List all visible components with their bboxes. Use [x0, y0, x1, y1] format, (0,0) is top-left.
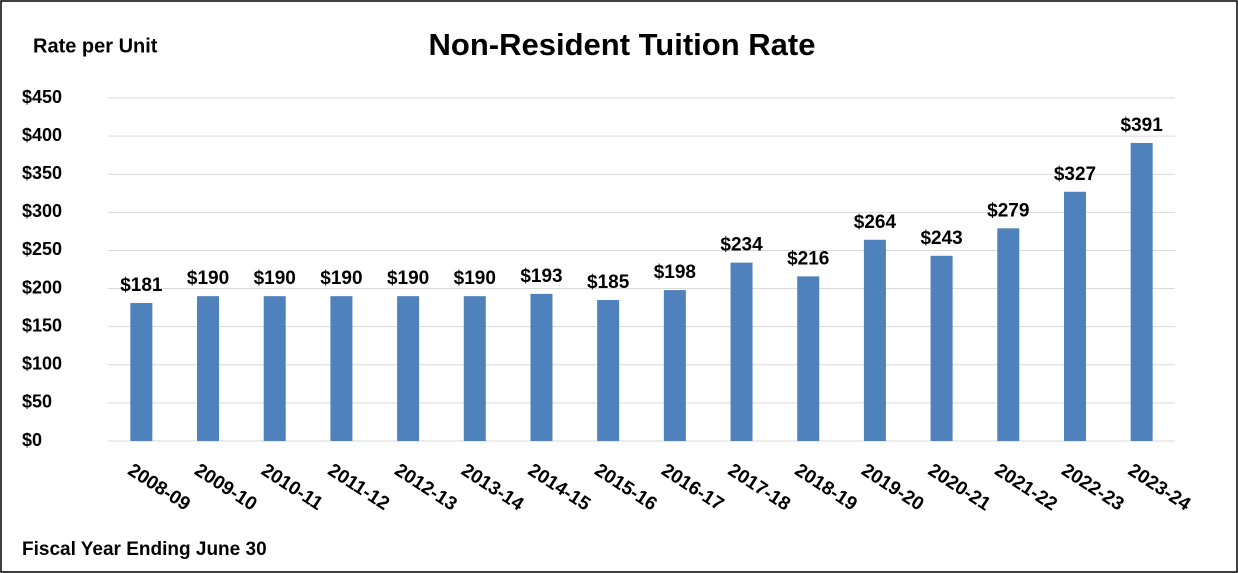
y-tick-label: $250: [22, 239, 62, 259]
bar: [597, 299, 620, 441]
value-label: $216: [787, 248, 829, 269]
bar: [530, 293, 553, 441]
value-label: $185: [587, 272, 630, 293]
bar: [330, 296, 353, 441]
y-tick-label: $100: [22, 354, 62, 374]
x-axis-title: Fiscal Year Ending June 30: [22, 539, 267, 560]
value-label: $327: [1054, 164, 1096, 185]
value-label: $193: [520, 266, 562, 287]
bar: [730, 262, 753, 441]
chart-title: Non-Resident Tuition Rate: [429, 27, 816, 62]
bar: [197, 296, 220, 441]
bar: [930, 255, 953, 441]
value-label: $234: [720, 235, 763, 256]
bar: [863, 239, 886, 441]
value-label: $181: [120, 275, 163, 296]
bar: [797, 276, 820, 441]
y-tick-label: $50: [22, 392, 52, 412]
value-label: $243: [920, 228, 962, 249]
y-tick-label: $0: [22, 430, 42, 450]
value-label: $190: [387, 268, 429, 289]
value-label: $190: [254, 268, 296, 289]
y-axis-title: Rate per Unit: [33, 35, 158, 57]
value-label: $264: [854, 212, 897, 233]
y-tick-label: $400: [22, 125, 62, 145]
y-tick-label: $300: [22, 201, 62, 221]
bar: [1063, 191, 1086, 441]
value-label: $190: [454, 268, 496, 289]
value-label: $190: [187, 268, 229, 289]
y-tick-label: $150: [22, 315, 62, 335]
y-tick-label: $350: [22, 163, 62, 183]
bar: [397, 296, 420, 441]
bar: [663, 290, 686, 441]
bar: [463, 296, 486, 441]
value-label: $198: [654, 262, 696, 283]
y-tick-label: $200: [22, 277, 62, 297]
value-label: $279: [987, 200, 1029, 221]
bar: [1130, 142, 1153, 441]
value-label: $190: [320, 268, 362, 289]
bar: [997, 228, 1020, 441]
bar: [130, 303, 153, 441]
bar: [263, 296, 286, 441]
value-label: $391: [1121, 115, 1164, 136]
y-tick-label: $450: [22, 87, 62, 107]
